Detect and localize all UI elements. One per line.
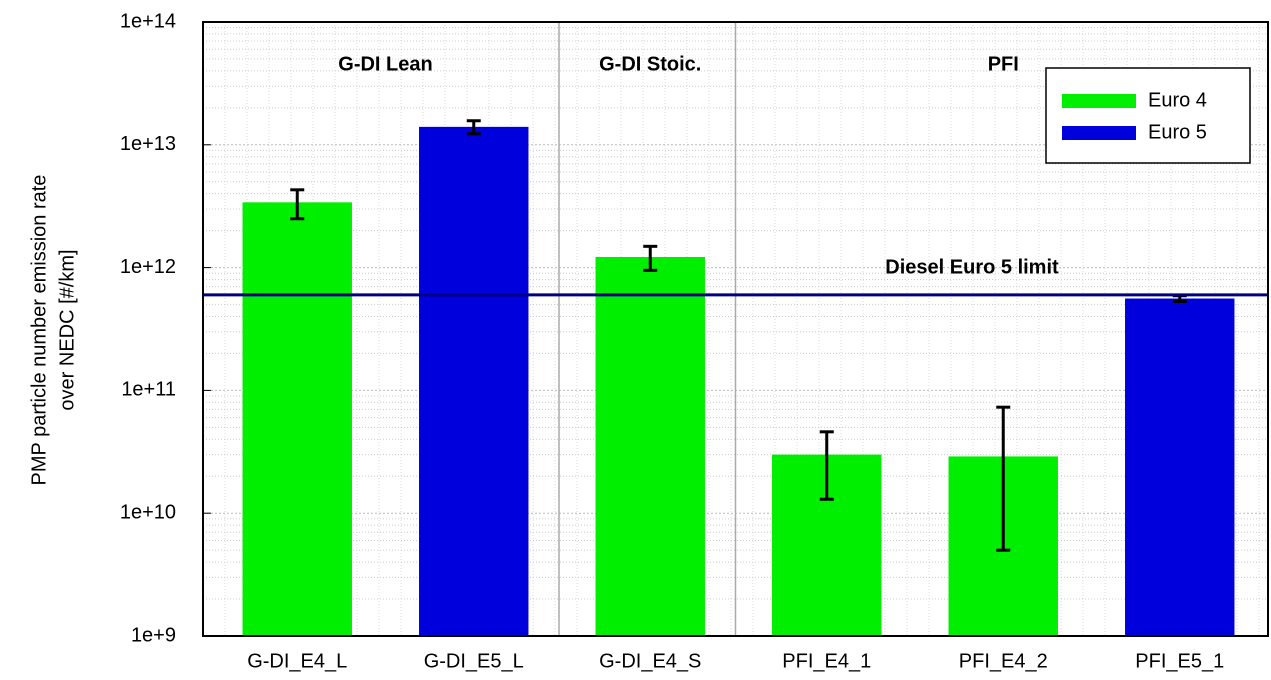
error-bar: [290, 188, 305, 221]
y-tick-label: 1e+10: [120, 501, 176, 523]
legend-label: Euro 4: [1148, 89, 1207, 111]
legend-label: Euro 5: [1148, 121, 1207, 143]
reference-label: Diesel Euro 5 limit: [885, 256, 1059, 278]
group-label: G-DI Lean: [338, 53, 432, 75]
y-tick-label: 1e+12: [120, 256, 176, 278]
y-tick-label: 1e+14: [120, 10, 176, 32]
bar: [1125, 298, 1235, 636]
bar: [419, 126, 529, 637]
x-tick-label: PFI_E5_1: [1135, 650, 1224, 672]
error-bar: [996, 405, 1011, 552]
legend-swatch: [1062, 126, 1136, 140]
group-label: PFI: [988, 53, 1019, 75]
bar: [595, 256, 705, 636]
y-axis-label: over NEDC [#/km]: [56, 249, 78, 410]
x-tick-label: PFI_E4_2: [959, 650, 1048, 672]
y-tick-label: 1e+13: [120, 133, 176, 155]
x-tick-label: PFI_E4_1: [782, 650, 871, 672]
bar: [242, 202, 352, 636]
legend-box: [1045, 67, 1251, 164]
group-label: G-DI Stoic.: [599, 53, 701, 75]
legend-swatch: [1062, 94, 1136, 108]
error-bar: [643, 244, 658, 272]
x-tick-label: G-DI_E5_L: [424, 650, 524, 672]
x-tick-label: G-DI_E4_L: [247, 650, 347, 672]
error-bar: [819, 430, 834, 501]
y-tick-label: 1e+11: [121, 379, 176, 401]
error-bar: [466, 119, 481, 136]
plot-frame: [202, 21, 1269, 637]
x-tick-label: G-DI_E4_S: [599, 650, 701, 672]
y-tick-label: 1e+9: [131, 624, 176, 646]
y-axis-label: PMP particle number emission rate: [28, 175, 50, 486]
